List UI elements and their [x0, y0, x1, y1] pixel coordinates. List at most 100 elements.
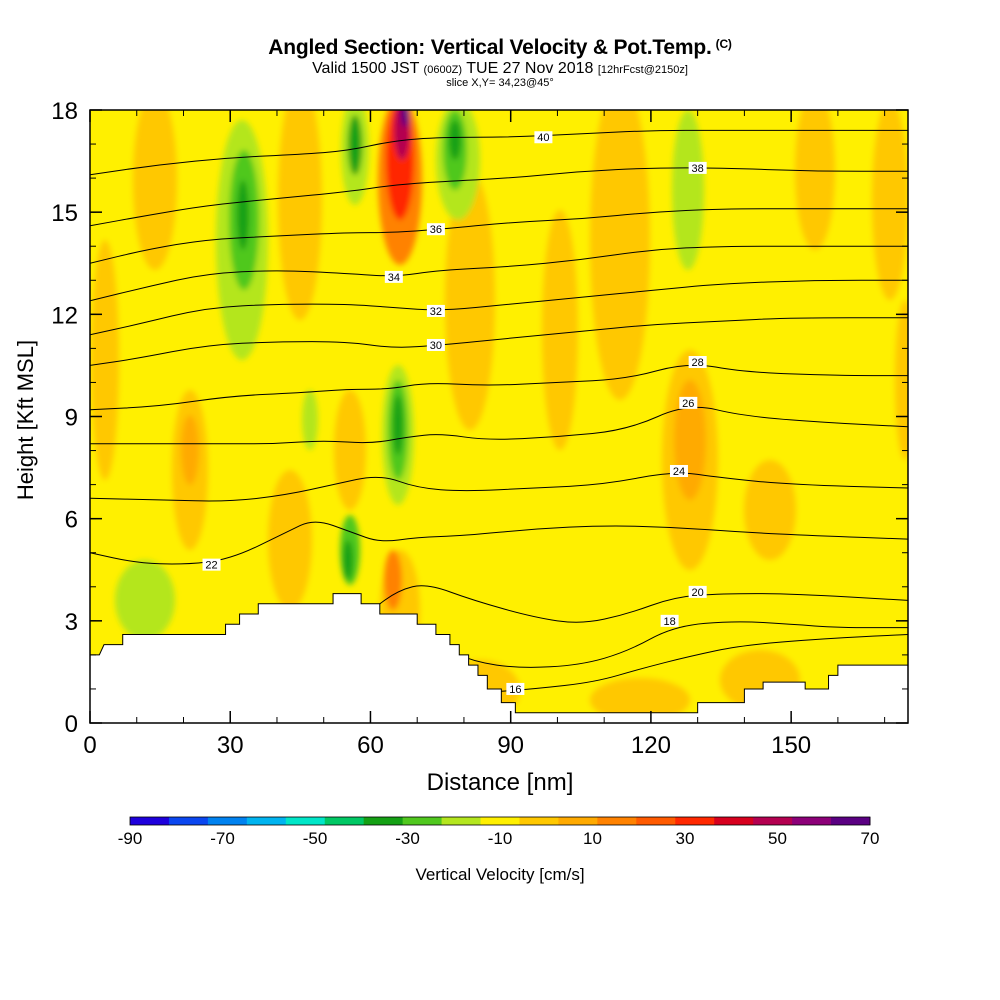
- chart-title: Angled Section: Vertical Velocity & Pot.…: [268, 36, 732, 59]
- contour-label-32: 32: [430, 306, 442, 318]
- theta-contour-28: [90, 364, 908, 411]
- valid-time: Valid 1500 JST (0600Z) TUE 27 Nov 2018 […: [312, 60, 688, 77]
- colorbar-label: Vertical Velocity [cm/s]: [415, 865, 584, 884]
- downdraft-core: [393, 395, 403, 455]
- contour-label-box: [679, 396, 698, 409]
- colorbar-swatch: [441, 817, 482, 825]
- slice-info: slice X,Y= 34,23@45°: [446, 77, 554, 89]
- colorbar-swatch: [597, 817, 637, 825]
- colorbar-swatch: [130, 817, 170, 825]
- updraft-band: [744, 460, 796, 560]
- colorbar-tick-label: 70: [861, 829, 880, 848]
- colorbar-tick-label: -10: [488, 829, 513, 848]
- colorbar-swatch: [168, 817, 209, 825]
- contour-label-30: 30: [430, 340, 442, 352]
- updraft-core: [401, 110, 409, 127]
- x-tick-label: 0: [83, 732, 96, 759]
- y-tick-label: 18: [51, 98, 78, 125]
- y-tick-label: 3: [65, 609, 78, 636]
- colorbar-tick-label: -50: [303, 829, 328, 848]
- contour-label-16: 16: [509, 684, 521, 696]
- colorbar: -90 -70 -50 -30 -10 10 30 50 70: [118, 816, 880, 848]
- theta-contour-labels: 16 18 20 22 24 26 28 30 32 34 36 38 40: [202, 131, 707, 696]
- contour-label-box: [688, 585, 707, 598]
- downdraft-band: [302, 390, 318, 450]
- colorbar-swatch: [246, 817, 287, 825]
- x-tick-label: 60: [357, 732, 384, 759]
- updraft-core: [384, 550, 402, 610]
- y-tick-label: 12: [51, 302, 78, 329]
- y-axis-label: Height [Kft MSL]: [13, 340, 38, 500]
- contour-label-40: 40: [537, 132, 549, 144]
- updraft-band: [181, 415, 199, 485]
- theta-contour-26: [90, 406, 908, 445]
- colorbar-tick-label: -70: [210, 829, 235, 848]
- colorbar-swatch: [324, 817, 365, 825]
- colorbar-swatch: [636, 817, 676, 825]
- updraft-band: [795, 110, 835, 250]
- colorbar-swatch: [792, 817, 832, 825]
- updraft-band: [334, 390, 366, 510]
- colorbar-swatch: [207, 817, 248, 825]
- updraft-band: [895, 300, 908, 460]
- contour-label-box: [669, 464, 688, 477]
- updraft-band: [590, 110, 650, 400]
- field-background: [90, 110, 908, 723]
- downdraft-core: [348, 115, 362, 175]
- colorbar-swatch: [480, 817, 520, 825]
- colorbar-tick-label: -90: [118, 829, 143, 848]
- theta-contour-40: [90, 129, 908, 176]
- y-tick-label: 9: [65, 405, 78, 432]
- contour-label-20: 20: [692, 587, 704, 599]
- colorbar-swatch: [402, 817, 443, 825]
- contour-label-38: 38: [692, 163, 704, 175]
- colorbar-swatch: [675, 817, 715, 825]
- colorbar-swatch: [285, 817, 326, 825]
- colorbar-swatch: [753, 817, 793, 825]
- contour-label-box: [534, 131, 553, 144]
- contour-label-18: 18: [663, 616, 675, 628]
- colorbar-tick-label: -30: [395, 829, 420, 848]
- colorbar-tick-label: 10: [583, 829, 602, 848]
- theta-contour-22: [90, 521, 908, 565]
- x-axis-label: Distance [nm]: [427, 769, 574, 796]
- contour-label-34: 34: [388, 272, 400, 284]
- forecast-run: [12hrFcst@2150z]: [597, 64, 688, 76]
- y-tick-label: 15: [51, 200, 78, 227]
- theta-contour-34: [90, 245, 908, 302]
- chart-titles: Angled Section: Vertical Velocity & Pot.…: [0, 0, 1000, 100]
- colorbar-swatch: [558, 817, 598, 825]
- updraft-band: [445, 170, 495, 430]
- colorbar-swatch: [831, 817, 871, 825]
- contour-label-26: 26: [682, 398, 694, 410]
- contour-label-box: [506, 682, 525, 695]
- contour-label-box: [660, 614, 679, 627]
- x-axis: 0 30 60 90 120 150: [83, 110, 886, 759]
- updraft-band: [542, 210, 578, 450]
- contour-label-28: 28: [692, 357, 704, 369]
- x-tick-label: 30: [217, 732, 244, 759]
- contour-label-22: 22: [205, 560, 217, 572]
- valid-zulu: (0600Z): [423, 64, 463, 76]
- theta-contour-20: [370, 585, 908, 623]
- contour-label-box: [426, 338, 445, 351]
- x-tick-label: 90: [497, 732, 524, 759]
- y-tick-label: 6: [65, 507, 78, 534]
- downdraft-core: [449, 120, 461, 160]
- downdraft-core: [343, 540, 353, 580]
- downdraft-band: [115, 560, 175, 640]
- contour-label-box: [426, 223, 445, 236]
- x-tick-label: 150: [771, 732, 811, 759]
- theta-contour-30: [90, 317, 908, 366]
- contour-label-36: 36: [430, 224, 442, 236]
- y-tick-label: 0: [65, 711, 78, 738]
- updraft-core: [394, 110, 410, 160]
- velocity-field: 16 18 20 22 24 26 28 30 32 34 36 38 40: [90, 110, 908, 723]
- colorbar-swatch: [714, 817, 754, 825]
- colorbar-tick-label: 50: [768, 829, 787, 848]
- title-unit: (C): [715, 37, 732, 51]
- contour-label-box: [688, 161, 707, 174]
- valid-date: TUE 27 Nov 2018: [466, 60, 594, 77]
- contour-label-box: [384, 270, 403, 283]
